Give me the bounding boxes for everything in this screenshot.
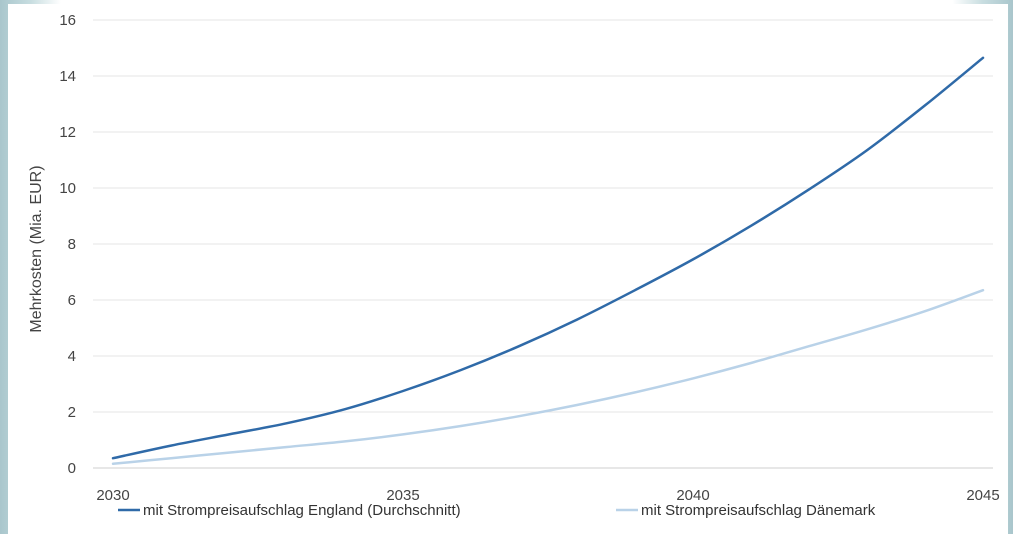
legend-label-1: mit Strompreisaufschlag England (Durchsc…: [143, 502, 461, 519]
x-tick-labels: 2030 2035 2040 2045: [96, 487, 999, 504]
x-tick-label: 2030: [96, 487, 129, 504]
y-tick-label: 0: [68, 460, 76, 477]
y-tick-label: 12: [59, 124, 76, 141]
series-line-1: [111, 56, 985, 460]
y-tick-label: 2: [68, 404, 76, 421]
x-tick-label: 2045: [966, 487, 999, 504]
y-tick-label: 16: [59, 12, 76, 29]
line-chart: 0 2 4 6 8 10 12 14 16 2030 2035 2040 2045 Mehrkoste…: [28, 12, 1000, 519]
y-tick-label: 8: [68, 236, 76, 253]
chart-card: 0 2 4 6 8 10 12 14 16 2030 2035 2040 2045 Mehrkoste…: [8, 4, 1008, 534]
y-tick-labels: 0 2 4 6 8 10 12 14 16: [59, 12, 76, 477]
legend: mit Strompreisaufschlag England (Durchsc…: [118, 502, 876, 519]
series-line-2: [111, 288, 985, 466]
series-lines: [111, 56, 985, 466]
y-tick-label: 4: [68, 348, 76, 365]
y-axis-title: Mehrkosten (Mia. EUR): [28, 165, 45, 332]
y-tick-label: 10: [59, 180, 76, 197]
grid-lines: [93, 19, 993, 469]
x-tick-label: 2035: [386, 487, 419, 504]
y-tick-label: 6: [68, 292, 76, 309]
x-tick-label: 2040: [676, 487, 709, 504]
y-tick-label: 14: [59, 68, 76, 85]
legend-label-2: mit Strompreisaufschlag Dänemark: [641, 502, 876, 519]
